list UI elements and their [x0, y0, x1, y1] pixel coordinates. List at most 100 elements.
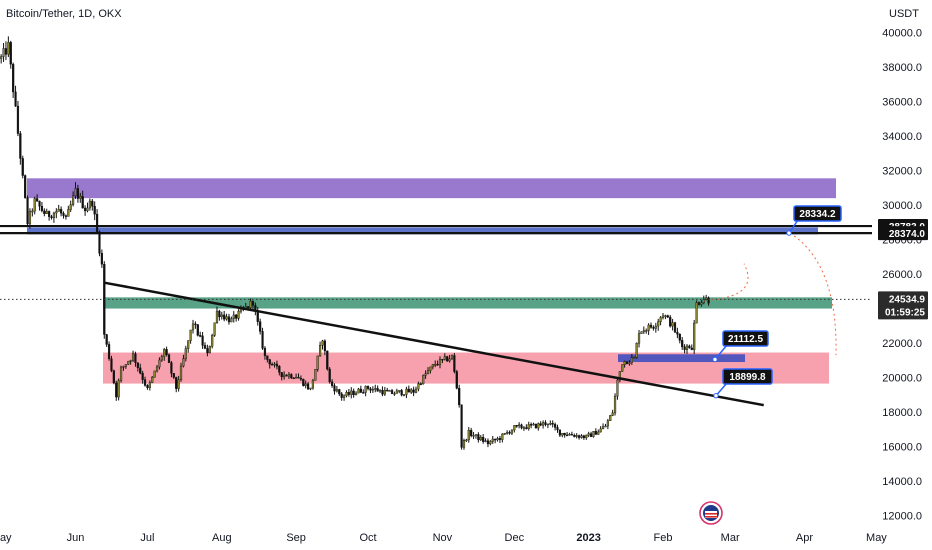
candle-body [652, 327, 655, 329]
candle-body [563, 432, 566, 436]
candle-body [431, 364, 434, 368]
candle-body [273, 363, 276, 366]
callout-box [793, 205, 842, 222]
candle-body [275, 363, 279, 367]
x-tick-label: Feb [654, 532, 673, 544]
candle-body [7, 42, 10, 55]
candle-body [146, 385, 149, 388]
candle-body [606, 420, 609, 427]
trendline[interactable] [104, 281, 764, 407]
candle-body [359, 388, 362, 393]
candle-body [69, 204, 72, 210]
supply-zone[interactable] [27, 178, 836, 199]
y-axis[interactable]: 40000.0 38000.0 36000.0 34000.0 32000.0 30000… [882, 28, 922, 523]
callout-anchor-dot [786, 230, 792, 236]
candle-body [213, 322, 216, 336]
callout-label[interactable]: 28334.2 [786, 205, 842, 236]
candle-body [390, 390, 394, 394]
callouts-layer: 28334.2 21112.5 18899.8 [712, 205, 842, 399]
candle-body [582, 435, 585, 439]
candle-body [194, 323, 197, 326]
candle-body [434, 364, 437, 366]
candle-body [429, 366, 432, 371]
price-tag-current-bg [878, 291, 928, 320]
candle-body [462, 440, 466, 448]
candle-body [446, 356, 449, 362]
chart-title: Bitcoin/Tether, 1D, OKX [6, 8, 122, 20]
candle-body [407, 388, 410, 393]
candle-body [661, 315, 665, 318]
resistance-zone[interactable] [27, 227, 818, 235]
candle-body [467, 429, 470, 441]
callout-anchor-dot [712, 356, 718, 363]
candle-body [290, 374, 293, 379]
candle-body [119, 366, 123, 381]
candle-body [50, 216, 53, 219]
candle-body [302, 378, 305, 386]
candle-body [43, 210, 46, 214]
candle-body [633, 357, 636, 359]
candle-body [597, 431, 600, 435]
candle-body [330, 381, 334, 386]
candle-body [38, 200, 41, 207]
candle-body [347, 392, 350, 395]
candle-body [259, 321, 262, 332]
candle-body [522, 427, 526, 429]
candle-body [570, 433, 573, 436]
candle-body [501, 433, 504, 440]
candle-body [215, 310, 219, 324]
retest-zone[interactable] [618, 354, 745, 363]
candle-body [21, 158, 24, 176]
y-tick-label: 18000.0 [882, 407, 922, 419]
candle-body [601, 426, 605, 430]
candle-body [508, 432, 511, 434]
candle-body [187, 340, 190, 349]
candle-body [618, 371, 621, 381]
candle-body [470, 429, 473, 436]
candle-body [316, 355, 319, 370]
y-tick-label: 22000.0 [882, 338, 922, 350]
candle-body [357, 388, 360, 394]
y-tick-label: 32000.0 [882, 166, 922, 178]
x-axis[interactable]: May Jun Jul Aug Sep Oct Nov Dec 2023 Feb Mar Apr May [0, 532, 887, 544]
candle-body [237, 310, 240, 319]
callout-box [722, 330, 769, 347]
candle-body [366, 386, 370, 389]
candle-body [83, 207, 87, 212]
candle-body [438, 358, 442, 365]
candle-body [170, 362, 173, 374]
pivot-zone[interactable] [103, 297, 832, 309]
candle-body [542, 422, 545, 426]
candle-body [86, 207, 89, 212]
candle-body [678, 334, 681, 341]
x-tick-label: Aug [212, 532, 232, 544]
candle-body [685, 345, 689, 350]
candle-body [76, 188, 79, 199]
candle-body [247, 306, 250, 308]
candle-body [199, 335, 202, 337]
candle-body [155, 366, 159, 372]
candle-body [16, 105, 20, 134]
candle-body [506, 432, 509, 434]
callout-pointer [715, 382, 728, 397]
candle-body [251, 300, 255, 306]
candle-body [172, 373, 175, 378]
current-price-text: 24534.9 [889, 294, 926, 305]
candle-body [362, 392, 365, 394]
candle-body [100, 253, 103, 265]
candle-body [702, 299, 705, 304]
callout-label[interactable]: 18899.8 [713, 368, 773, 399]
candle-body [314, 369, 317, 381]
candle-body [585, 434, 588, 439]
candle-body [206, 348, 209, 354]
candle-body [182, 358, 185, 367]
candle-body [424, 373, 427, 376]
candle-body [143, 379, 147, 386]
y-tick-label: 12000.0 [882, 511, 922, 523]
candle-body [95, 213, 99, 233]
callout-label[interactable]: 21112.5 [712, 330, 769, 363]
x-tick-label: Jun [67, 532, 85, 544]
candle-body [201, 335, 204, 346]
candle-body [558, 429, 561, 436]
